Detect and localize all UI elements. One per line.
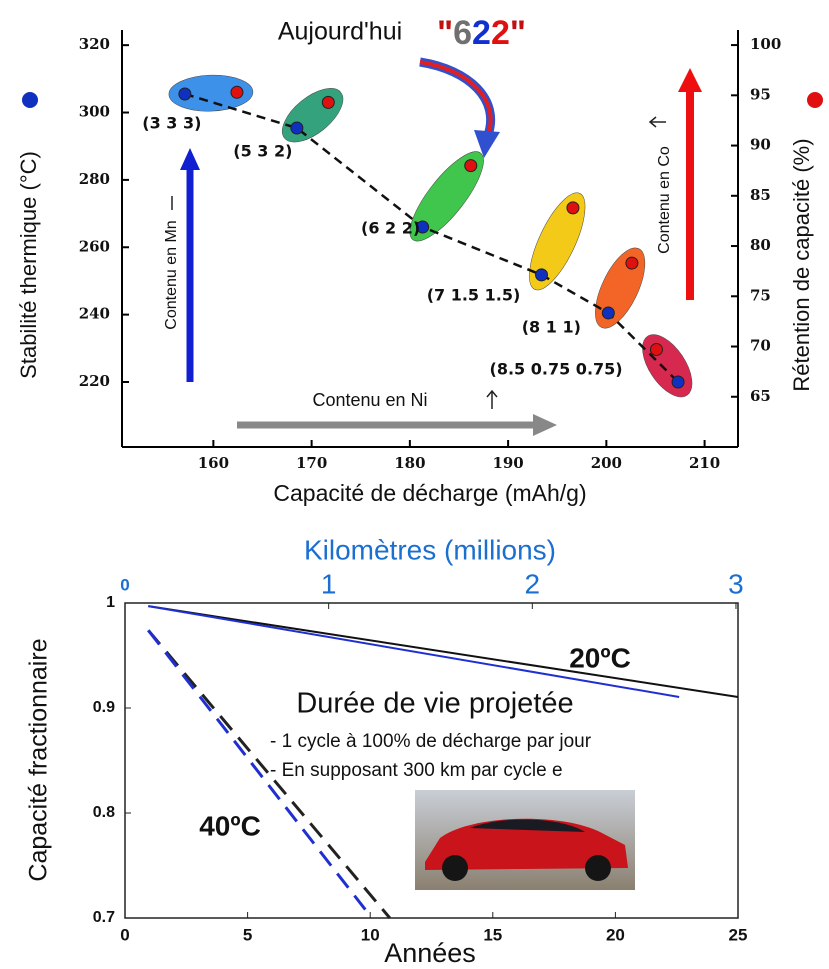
y-tick-label: 0.7 — [93, 909, 115, 926]
highlight: "622" — [437, 14, 526, 52]
point — [416, 220, 430, 234]
x-axis-label: Capacité de décharge (mAh/g) — [273, 480, 586, 506]
annotation: Contenu en Ni — [312, 390, 427, 410]
x-tick-label: 200 — [591, 454, 622, 472]
point — [671, 375, 685, 389]
series-line — [147, 629, 391, 919]
trend-line — [184, 92, 679, 383]
point — [230, 85, 244, 99]
point — [649, 343, 663, 357]
x-tick-label: 25 — [729, 925, 748, 944]
plot-frame — [124, 602, 739, 919]
composition-ellipse — [529, 192, 586, 291]
annotation: 20ºC — [569, 642, 631, 673]
x2-tick-label: 0 — [120, 575, 129, 594]
x-tick-label: 170 — [296, 454, 327, 472]
y-tick-label: 320 — [79, 35, 110, 53]
x-tick-label: 0 — [120, 925, 129, 944]
x-tick-label: 10 — [361, 925, 380, 944]
y-axis-label: Stabilité thermique (°C) — [16, 151, 41, 379]
y-tick-label: 260 — [79, 237, 110, 255]
arrows — [171, 57, 702, 436]
point-label: (8 1 1) — [522, 317, 581, 336]
legend-marker — [807, 92, 823, 108]
y-tick-label: 300 — [79, 103, 110, 121]
y2-tick-label: 70 — [750, 337, 771, 355]
car-photo — [415, 790, 635, 890]
point — [178, 87, 192, 101]
x-tick-label: 210 — [689, 454, 720, 472]
point — [601, 306, 615, 320]
y2-tick-label: 80 — [750, 236, 771, 254]
y-tick-label: 0.8 — [93, 804, 115, 821]
annotation: Aujourd'hui — [278, 18, 402, 46]
series-line — [148, 605, 739, 698]
y2-tick-label: 65 — [750, 387, 771, 405]
y2-tick-label: 95 — [750, 85, 771, 103]
point — [290, 121, 304, 135]
point-label: (3 3 3) — [142, 113, 201, 132]
y-tick-label: 1 — [106, 594, 115, 611]
point — [535, 268, 549, 282]
annotation: Durée de vie projetée — [296, 688, 573, 720]
x-tick-label: 15 — [483, 925, 502, 944]
annotation: - En supposant 300 km par cycle e — [270, 760, 563, 781]
x-tick-label: 5 — [243, 925, 252, 944]
point — [625, 256, 639, 270]
annotation: Contenu en Mn — [163, 220, 180, 329]
composition-ellipse — [168, 74, 254, 112]
x2-tick-label: 3 — [728, 568, 744, 599]
x-axis-label: Années — [384, 938, 476, 968]
y-tick-label: 0.9 — [93, 699, 115, 716]
y2-tick-label: 90 — [750, 136, 771, 154]
x-tick-label: 20 — [606, 925, 625, 944]
point — [464, 159, 478, 173]
x2-tick-label: 2 — [525, 568, 541, 599]
x2-tick-label: 1 — [321, 568, 337, 599]
y2-axis-label: Rétention de capacité (%) — [789, 138, 814, 391]
x-tick-label: 160 — [198, 454, 229, 472]
point-label: (7 1.5 1.5) — [427, 285, 521, 304]
point-label: (8.5 0.75 0.75) — [490, 359, 623, 378]
composition-ellipse — [409, 151, 484, 242]
annotation: 40ºC — [199, 810, 261, 841]
point — [566, 201, 580, 215]
y-tick-label: 220 — [79, 372, 110, 390]
y-tick-label: 240 — [79, 305, 110, 323]
y2-tick-label: 85 — [750, 186, 771, 204]
x2-axis-label: Kilomètres (millions) — [304, 534, 556, 565]
point-label: (6 2 2) — [361, 219, 420, 238]
y2-tick-label: 75 — [750, 286, 771, 304]
point — [321, 95, 335, 109]
annotation: - 1 cycle à 100% de décharge par jour — [270, 731, 592, 752]
composition-ellipse — [595, 247, 646, 329]
y2-tick-label: 100 — [750, 35, 781, 53]
legend-marker — [22, 92, 38, 108]
composition-ellipse — [642, 334, 693, 398]
series-line — [148, 605, 680, 698]
y-tick-label: 280 — [79, 170, 110, 188]
x-tick-label: 180 — [394, 454, 425, 472]
y-axis-label: Capacité fractionnaire — [25, 638, 53, 881]
point-label: (5 3 2) — [233, 142, 292, 161]
x-tick-label: 190 — [492, 454, 523, 472]
annotation: Contenu en Co — [656, 146, 673, 254]
series-line — [147, 629, 367, 911]
